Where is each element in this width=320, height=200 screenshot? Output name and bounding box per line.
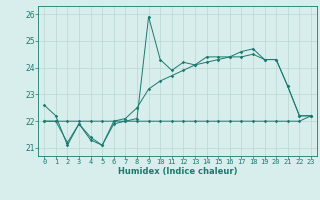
X-axis label: Humidex (Indice chaleur): Humidex (Indice chaleur) — [118, 167, 237, 176]
